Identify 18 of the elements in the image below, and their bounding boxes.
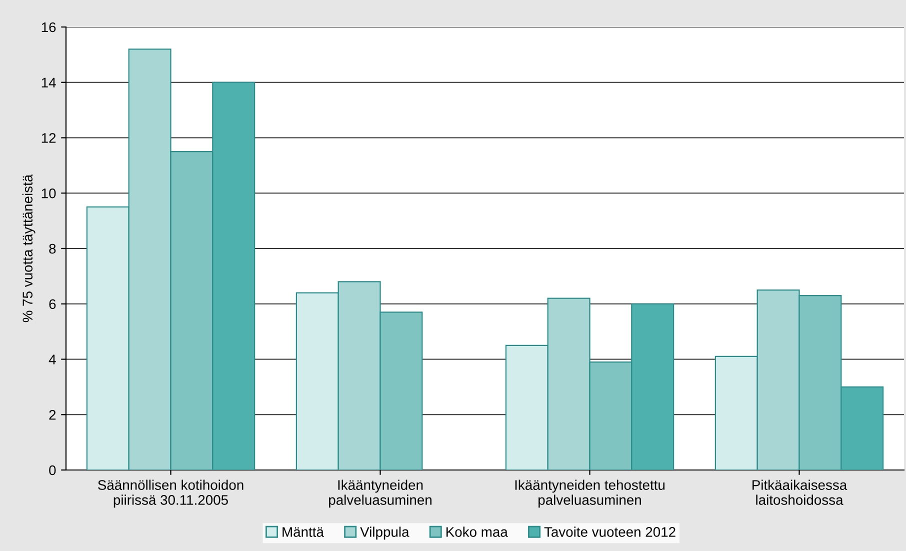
y-tick-label: 10 [42,188,56,198]
y-tick-label: 8 [49,244,56,254]
y-tick-label: 6 [49,299,56,310]
y-tick-label: 4 [48,354,56,364]
x-tick-label: Säännöllisen kotihoidon piirissä 30.11.2005 [98,480,244,508]
y-tick-label: 14 [42,78,56,88]
y-tick-label: 16 [42,22,56,32]
legend-label: Koko maa [446,526,508,537]
x-tick-label: Pitkäaikaisessa laitoshoidossa [752,480,848,505]
legend-label: Tavoite vuoteen 2012 [544,526,676,537]
x-tick-label: Ikääntyneiden palveluasuminen [329,480,432,508]
x-tick-label: Ikääntyneiden tehostettu palveluasuminen [515,480,665,508]
y-tick-label: 2 [49,410,56,420]
y-axis-title: % 75 vuotta täyttäneistä [22,174,36,322]
y-tick-label: 0 [49,465,56,476]
legend-label: Mänttä [282,527,324,537]
legend-label: Vilppula [360,526,410,540]
y-tick-label: 12 [42,133,56,143]
